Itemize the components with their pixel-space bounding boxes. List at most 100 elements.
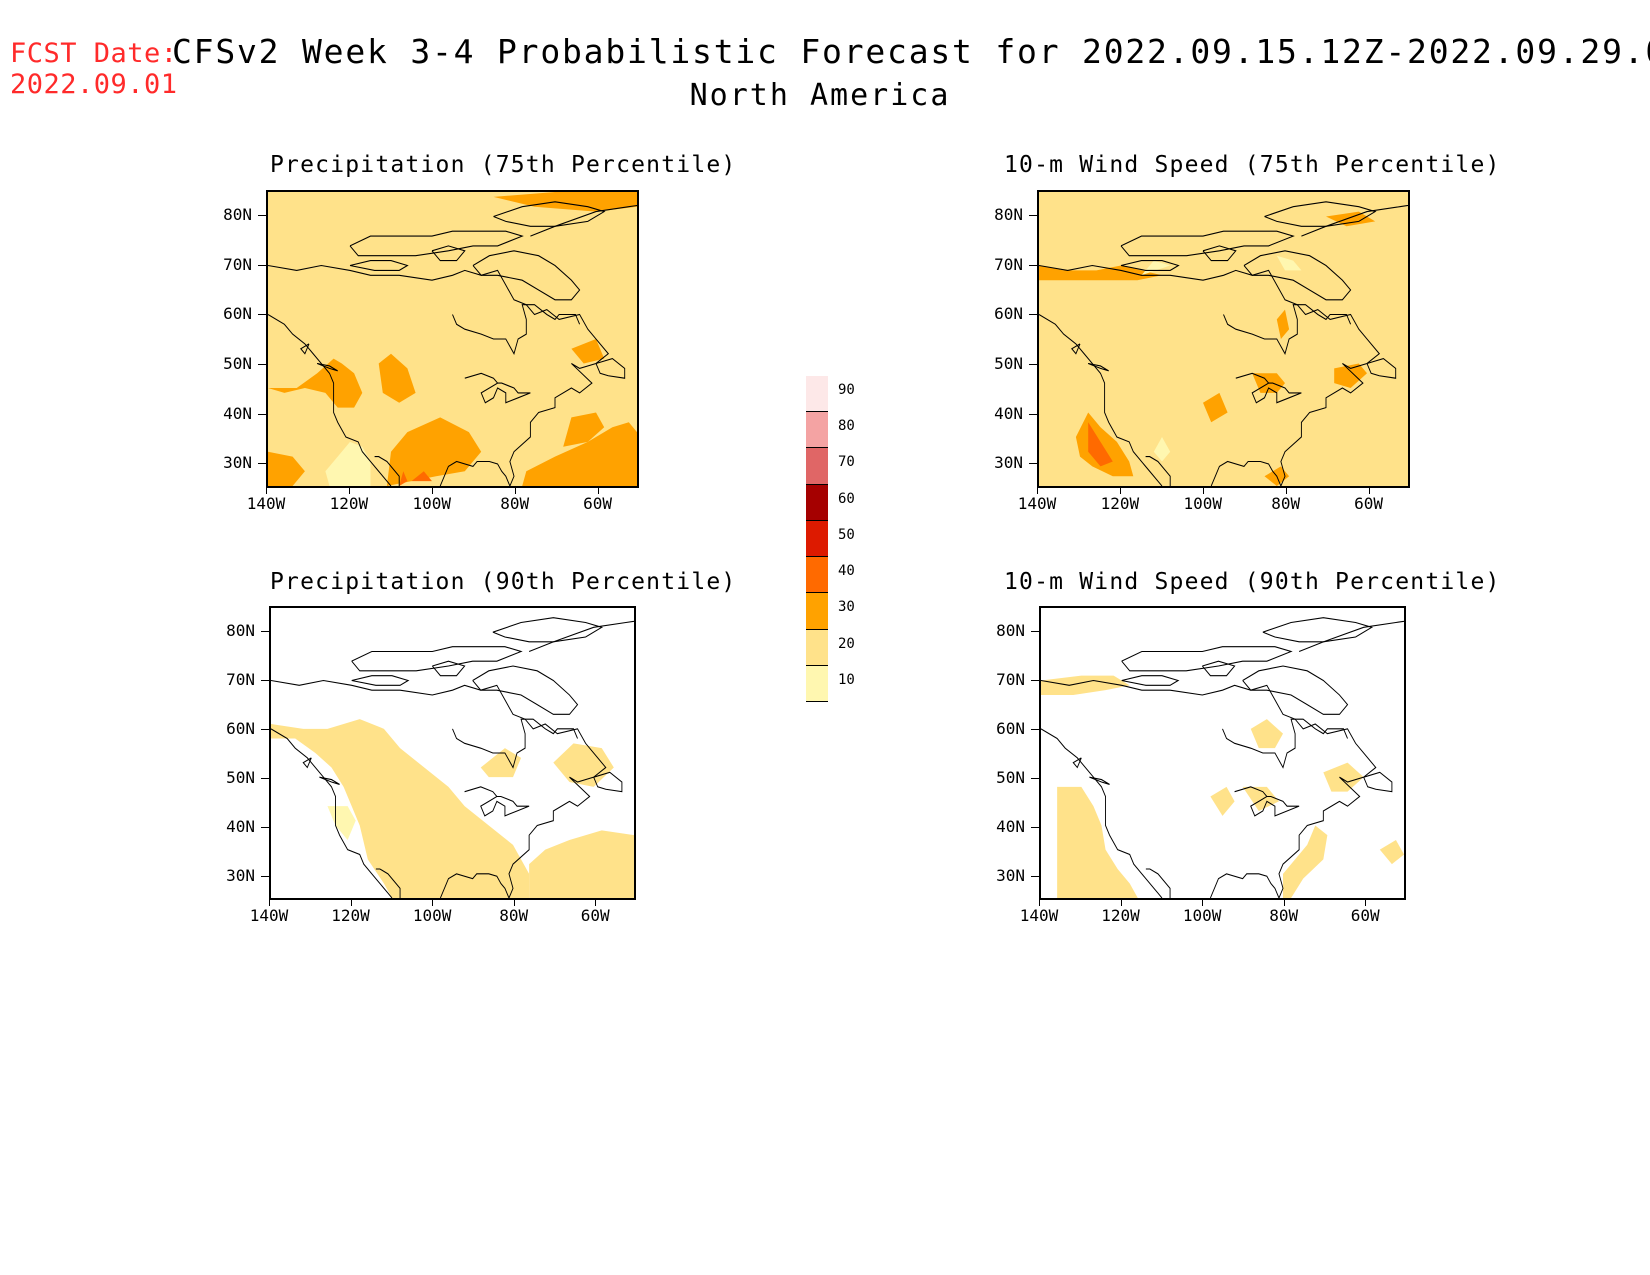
coastline: [271, 728, 393, 898]
colorbar-swatch: [806, 593, 828, 630]
lat-tick-label: 60N: [994, 304, 1023, 324]
probability-contour: [1141, 260, 1171, 276]
lon-tick: [1285, 488, 1287, 494]
probability-contour: [1326, 211, 1376, 227]
lat-tick: [261, 679, 269, 681]
lat-tick: [258, 413, 266, 415]
coastline: [349, 230, 524, 257]
coastline: [472, 250, 581, 301]
lon-tick: [348, 488, 350, 494]
lat-tick: [1029, 264, 1037, 266]
coastline: [1363, 771, 1393, 793]
lat-tick-label: 80N: [994, 204, 1023, 224]
coastline: [1202, 660, 1236, 677]
coastline: [1072, 757, 1082, 769]
lon-tick-label: 120W: [1100, 494, 1140, 513]
lon-tick: [597, 488, 599, 494]
coastline: [302, 757, 312, 769]
probability-contour: [1057, 786, 1138, 898]
lon-tick-label: 80W: [1271, 494, 1301, 513]
coastline: [464, 786, 530, 817]
lat-tick: [258, 214, 266, 216]
probability-contour: [1323, 762, 1364, 792]
lon-tick-label: 60W: [1350, 906, 1380, 925]
coastline: [1301, 198, 1408, 237]
lat-tick: [1031, 826, 1039, 828]
lon-tick-label: 80W: [499, 906, 529, 925]
colorbar-swatch: [806, 412, 828, 449]
probability-contour: [1041, 675, 1130, 695]
lon-tick-label: 120W: [1101, 906, 1140, 925]
lon-tick: [1365, 900, 1367, 906]
probability-contour: [563, 412, 605, 447]
lon-tick: [1202, 488, 1204, 494]
lat-tick-label: 40N: [223, 403, 252, 423]
coastline: [1120, 230, 1295, 257]
colorbar-swatch: [806, 448, 828, 485]
lon-tick: [595, 900, 597, 906]
coastline: [1088, 362, 1109, 372]
lat-tick: [258, 314, 266, 316]
probability-contour: [1242, 786, 1279, 811]
lat-tick: [1031, 777, 1039, 779]
coastline: [593, 771, 623, 793]
panel-title-precip-75: Precipitation (75th Percentile): [270, 152, 737, 178]
lon-tick-label: 100W: [412, 494, 452, 513]
colorbar-label: 40: [838, 563, 855, 580]
probability-contour: [480, 748, 522, 778]
lon-tick-label: 60W: [1354, 494, 1383, 513]
lon-tick-label: 140W: [1017, 494, 1057, 513]
lon-tick: [514, 488, 516, 494]
coastline: [432, 660, 466, 677]
probability-contour: [1088, 422, 1113, 467]
coastline: [1223, 304, 1352, 355]
probability-contour: [378, 353, 416, 403]
coastline: [452, 304, 581, 355]
page-title: CFSv2 Week 3-4 Probabilistic Forecast fo…: [172, 32, 1650, 71]
probability-contour: [411, 471, 432, 482]
probability-contour: [1334, 363, 1367, 388]
lat-tick: [261, 630, 269, 632]
coastline: [439, 873, 510, 898]
map-canvas: [268, 192, 637, 486]
fcst-date-value: 2022.09.01: [10, 69, 178, 100]
probability-contour: [1276, 255, 1302, 271]
colorbar: [806, 376, 828, 702]
coastline: [1235, 372, 1302, 404]
colorbar-swatch: [806, 520, 828, 558]
lon-tick-label: 100W: [412, 906, 452, 925]
probability-contour: [1203, 392, 1228, 423]
lat-tick-label: 80N: [226, 620, 255, 640]
coastline: [1071, 343, 1081, 355]
map-canvas: [1039, 192, 1408, 486]
coastline: [374, 456, 400, 486]
coastline: [1210, 460, 1282, 486]
probability-contour: [529, 830, 634, 898]
coastline: [439, 460, 511, 486]
coastline: [464, 372, 531, 404]
coastline: [1262, 617, 1374, 643]
lon-tick-label: 140W: [1019, 906, 1059, 925]
lat-tick-label: 50N: [223, 353, 252, 373]
lon-tick: [1120, 900, 1122, 906]
probability-contour: [268, 358, 363, 408]
map-wind-90: [1039, 606, 1406, 900]
lon-tick: [1202, 900, 1204, 906]
lon-tick-label: 60W: [583, 494, 612, 513]
probability-contour: [327, 806, 356, 840]
lon-tick-label: 100W: [1183, 494, 1223, 513]
colorbar-label: 80: [838, 418, 855, 435]
coastline: [1120, 260, 1180, 271]
coastline: [492, 617, 604, 643]
probability-contour: [1153, 437, 1171, 462]
lat-tick-label: 50N: [994, 353, 1023, 373]
coastline: [530, 198, 637, 237]
coastline: [1041, 728, 1163, 898]
lat-tick: [1031, 630, 1039, 632]
probability-contour: [1276, 309, 1290, 339]
panel-title-wind-90: 10-m Wind Speed (90th Percentile): [1004, 569, 1501, 595]
lon-tick: [1368, 488, 1370, 494]
lat-tick-label: 60N: [223, 304, 252, 324]
probability-contour: [268, 451, 305, 486]
lon-tick: [1037, 488, 1038, 494]
